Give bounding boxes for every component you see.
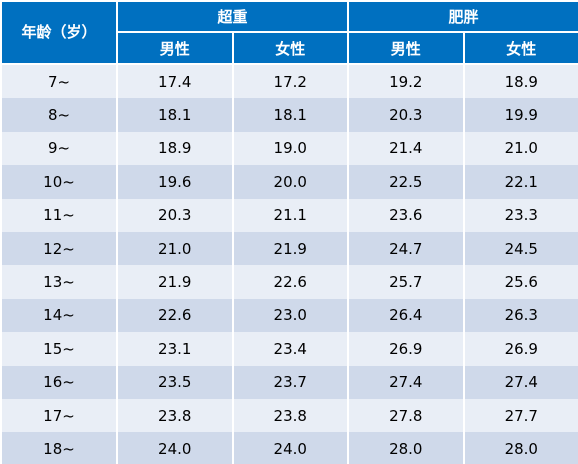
age-cell: 15~ bbox=[0, 332, 118, 366]
obesity-female-cell: 22.1 bbox=[462, 165, 578, 199]
overweight-female-cell: 21.1 bbox=[231, 198, 350, 232]
overweight-male-cell: 21.0 bbox=[116, 231, 234, 266]
overweight-female-cell: 23.8 bbox=[231, 398, 350, 433]
obesity-female-cell: 26.9 bbox=[462, 332, 578, 366]
table-row: 16~ 23.5 23.7 27.4 27.4 bbox=[0, 365, 578, 399]
obesity-male-cell: 23.6 bbox=[347, 198, 465, 232]
table-row: 11~ 20.3 21.1 23.6 23.3 bbox=[0, 198, 578, 232]
age-cell: 10~ bbox=[0, 165, 118, 199]
table-row: 9~ 18.9 19.0 21.4 21.0 bbox=[0, 131, 578, 166]
header-obesity-female: 女性 bbox=[462, 31, 578, 65]
obesity-male-cell: 27.8 bbox=[347, 398, 465, 433]
age-cell: 7~ bbox=[0, 64, 118, 99]
age-cell: 17~ bbox=[0, 398, 118, 433]
header-row-sex: 男性 女性 男性 女性 bbox=[1, 31, 578, 65]
overweight-male-cell: 17.4 bbox=[116, 64, 234, 99]
obesity-male-cell: 26.9 bbox=[347, 332, 465, 366]
overweight-male-cell: 18.1 bbox=[116, 98, 234, 132]
overweight-female-cell: 20.0 bbox=[231, 165, 350, 199]
table-body: 7~ 17.4 17.2 19.2 18.9 8~ 18.1 18.1 20.3 19.9 9~ 18… bbox=[0, 64, 578, 464]
age-cell: 12~ bbox=[0, 231, 118, 266]
overweight-female-cell: 24.0 bbox=[231, 432, 350, 464]
obesity-female-cell: 21.0 bbox=[462, 131, 578, 166]
obesity-female-cell: 23.3 bbox=[462, 198, 578, 232]
overweight-female-cell: 17.2 bbox=[231, 64, 350, 99]
obesity-male-cell: 26.4 bbox=[347, 298, 465, 333]
overweight-female-cell: 18.1 bbox=[231, 98, 350, 132]
age-cell: 8~ bbox=[0, 98, 118, 132]
age-cell: 14~ bbox=[0, 298, 118, 333]
table-row: 12~ 21.0 21.9 24.7 24.5 bbox=[0, 231, 578, 266]
overweight-female-cell: 23.4 bbox=[231, 332, 350, 366]
age-cell: 13~ bbox=[0, 265, 118, 299]
obesity-female-cell: 27.4 bbox=[462, 365, 578, 399]
header-overweight-male: 男性 bbox=[116, 31, 234, 65]
header-age: 年龄（岁） bbox=[0, 0, 118, 65]
header-overweight-female: 女性 bbox=[231, 31, 350, 65]
obesity-female-cell: 25.6 bbox=[462, 265, 578, 299]
obesity-male-cell: 27.4 bbox=[347, 365, 465, 399]
obesity-male-cell: 20.3 bbox=[347, 98, 465, 132]
overweight-male-cell: 23.5 bbox=[116, 365, 234, 399]
overweight-male-cell: 18.9 bbox=[116, 131, 234, 166]
header-obesity-male: 男性 bbox=[347, 31, 465, 65]
table-row: 14~ 22.6 23.0 26.4 26.3 bbox=[0, 298, 578, 333]
table-row: 7~ 17.4 17.2 19.2 18.9 bbox=[0, 64, 578, 99]
overweight-male-cell: 23.8 bbox=[116, 398, 234, 433]
table-row: 17~ 23.8 23.8 27.8 27.7 bbox=[0, 398, 578, 433]
header-group-overweight: 超重 bbox=[115, 0, 350, 33]
overweight-female-cell: 21.9 bbox=[231, 231, 350, 266]
overweight-male-cell: 21.9 bbox=[116, 265, 234, 299]
obesity-male-cell: 25.7 bbox=[347, 265, 465, 299]
overweight-female-cell: 23.0 bbox=[231, 298, 350, 333]
overweight-male-cell: 19.6 bbox=[116, 165, 234, 199]
table-row: 13~ 21.9 22.6 25.7 25.6 bbox=[0, 265, 578, 299]
table-row: 8~ 18.1 18.1 20.3 19.9 bbox=[0, 98, 578, 132]
age-cell: 11~ bbox=[0, 198, 118, 232]
overweight-female-cell: 22.6 bbox=[231, 265, 350, 299]
obesity-female-cell: 24.5 bbox=[462, 231, 578, 266]
table-row: 18~ 24.0 24.0 28.0 28.0 bbox=[0, 432, 578, 464]
obesity-female-cell: 26.3 bbox=[462, 298, 578, 333]
table-row: 10~ 19.6 20.0 22.5 22.1 bbox=[0, 165, 578, 199]
header-row-groups: 年龄（岁） 超重 肥胖 bbox=[0, 0, 578, 65]
table-row: 15~ 23.1 23.4 26.9 26.9 bbox=[0, 332, 578, 366]
obesity-male-cell: 22.5 bbox=[347, 165, 465, 199]
obesity-female-cell: 18.9 bbox=[462, 64, 578, 99]
overweight-male-cell: 22.6 bbox=[116, 298, 234, 333]
obesity-female-cell: 19.9 bbox=[462, 98, 578, 132]
overweight-male-cell: 24.0 bbox=[116, 432, 234, 464]
obesity-female-cell: 27.7 bbox=[462, 398, 578, 433]
age-cell: 16~ bbox=[0, 365, 118, 399]
header-group-obesity: 肥胖 bbox=[347, 0, 578, 33]
overweight-male-cell: 23.1 bbox=[116, 332, 234, 366]
obesity-male-cell: 24.7 bbox=[347, 231, 465, 266]
age-cell: 9~ bbox=[0, 131, 118, 166]
age-cell: 18~ bbox=[0, 432, 118, 464]
obesity-male-cell: 19.2 bbox=[347, 64, 465, 99]
obesity-male-cell: 21.4 bbox=[347, 131, 465, 166]
obesity-female-cell: 28.0 bbox=[462, 432, 578, 464]
obesity-male-cell: 28.0 bbox=[347, 432, 465, 464]
overweight-female-cell: 23.7 bbox=[231, 365, 350, 399]
overweight-female-cell: 19.0 bbox=[231, 131, 350, 166]
overweight-male-cell: 20.3 bbox=[116, 198, 234, 232]
